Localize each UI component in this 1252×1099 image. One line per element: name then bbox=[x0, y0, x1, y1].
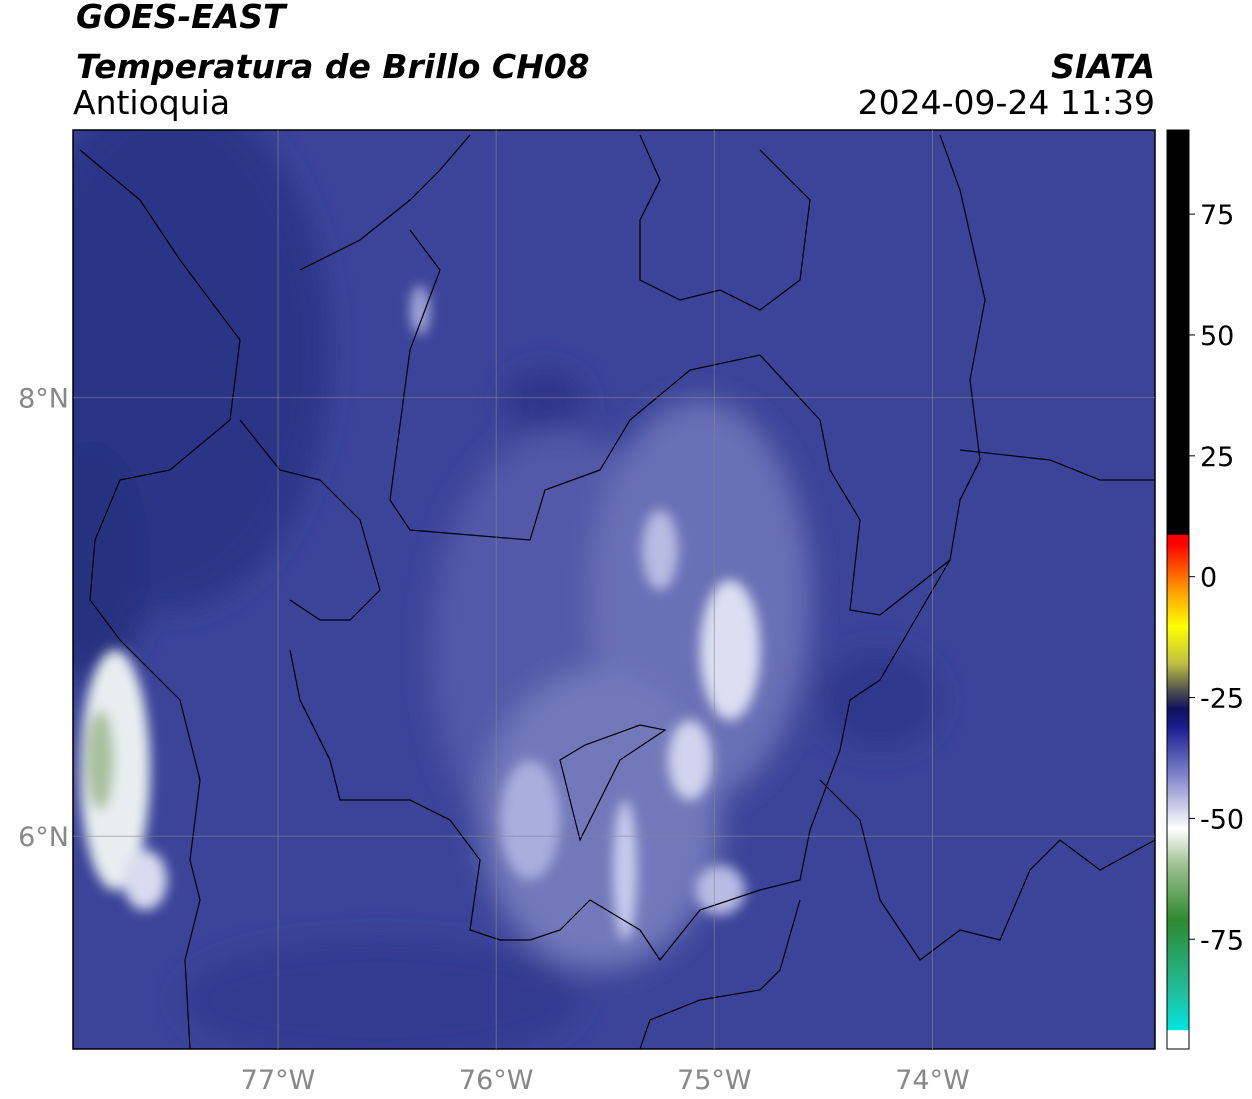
x-tick-label: 77°W bbox=[241, 1065, 316, 1096]
x-tick-label: 75°W bbox=[677, 1065, 752, 1096]
map-frame bbox=[72, 129, 1156, 1050]
colorbar-tick-label: -25 bbox=[1200, 684, 1244, 715]
y-tick-label: 8°N bbox=[18, 384, 69, 415]
colorbar-tick-label: 25 bbox=[1200, 442, 1234, 473]
subtitle: Temperatura de Brillo CH08 bbox=[76, 47, 590, 86]
x-tick-label: 76°W bbox=[459, 1065, 534, 1096]
colorbar-tick-label: -50 bbox=[1200, 804, 1244, 835]
colorbar-tick-label: 50 bbox=[1200, 321, 1234, 352]
colorbar-tick-label: -75 bbox=[1200, 925, 1244, 956]
colorbar-tick-label: 0 bbox=[1200, 563, 1217, 594]
colorbar-tick-label: 75 bbox=[1200, 200, 1234, 231]
x-tick-label: 74°W bbox=[895, 1065, 970, 1096]
source: SIATA bbox=[1051, 47, 1155, 86]
region: Antioquia bbox=[73, 83, 230, 122]
y-tick-label: 6°N bbox=[18, 822, 69, 853]
timestamp: 2024-09-24 11:39 bbox=[858, 83, 1155, 122]
map-image bbox=[73, 130, 1155, 1049]
colorbar bbox=[1166, 129, 1190, 1050]
title: GOES-EAST bbox=[76, 0, 288, 36]
